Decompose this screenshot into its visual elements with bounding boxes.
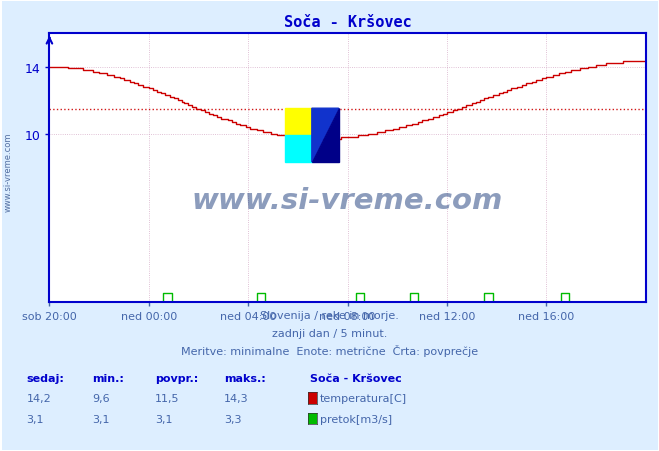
Text: Slovenija / reke in morje.: Slovenija / reke in morje.	[260, 310, 399, 320]
Text: Soča - Kršovec: Soča - Kršovec	[310, 373, 401, 383]
Text: 9,6: 9,6	[92, 393, 110, 403]
Text: www.si-vreme.com: www.si-vreme.com	[192, 186, 503, 214]
Text: 3,3: 3,3	[224, 414, 242, 423]
Text: sedaj:: sedaj:	[26, 373, 64, 383]
Polygon shape	[285, 109, 312, 136]
Text: pretok[m3/s]: pretok[m3/s]	[320, 414, 391, 423]
Text: maks.:: maks.:	[224, 373, 266, 383]
Text: min.:: min.:	[92, 373, 124, 383]
Text: 14,3: 14,3	[224, 393, 248, 403]
Text: temperatura[C]: temperatura[C]	[320, 393, 407, 403]
Text: www.si-vreme.com: www.si-vreme.com	[3, 132, 13, 211]
Text: 3,1: 3,1	[155, 414, 173, 423]
Text: povpr.:: povpr.:	[155, 373, 198, 383]
Text: 3,1: 3,1	[26, 414, 44, 423]
Text: 3,1: 3,1	[92, 414, 110, 423]
Polygon shape	[285, 136, 312, 163]
Text: 11,5: 11,5	[155, 393, 179, 403]
Text: zadnji dan / 5 minut.: zadnji dan / 5 minut.	[272, 328, 387, 338]
Text: 14,2: 14,2	[26, 393, 51, 403]
Polygon shape	[312, 109, 339, 163]
Text: Meritve: minimalne  Enote: metrične  Črta: povprečje: Meritve: minimalne Enote: metrične Črta:…	[181, 344, 478, 356]
Title: Soča - Kršovec: Soča - Kršovec	[284, 15, 411, 30]
Polygon shape	[312, 109, 339, 163]
